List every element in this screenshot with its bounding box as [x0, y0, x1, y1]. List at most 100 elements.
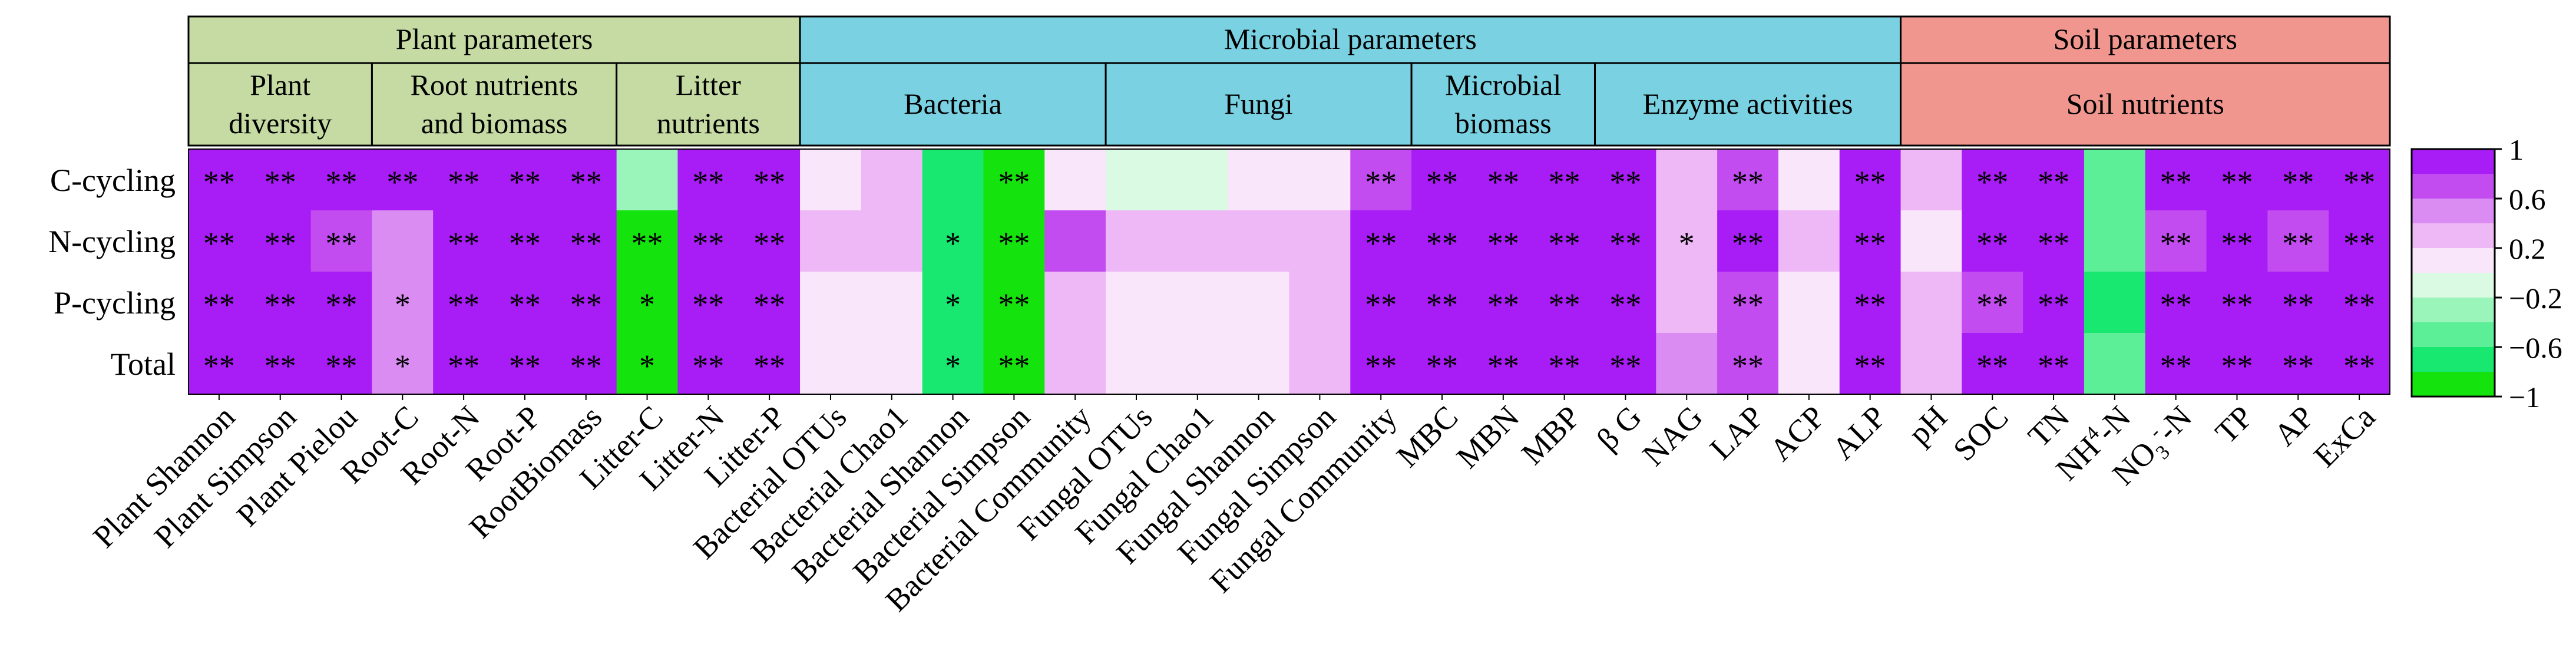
heatmap-cell — [2329, 272, 2390, 334]
heatmap-cell — [1289, 333, 1351, 395]
heatmap-cell — [1106, 210, 1168, 272]
significance-mark: ** — [998, 287, 1030, 322]
heatmap-cell — [310, 333, 373, 395]
heatmap-cell — [2023, 272, 2085, 334]
heatmap-cell — [1595, 272, 1656, 334]
significance-mark: ** — [1426, 164, 1458, 200]
heatmap-cell — [433, 210, 495, 272]
significance-mark: ** — [998, 226, 1030, 261]
x-tick-label: SOC — [1946, 399, 2015, 468]
row-label: N-cycling — [48, 224, 176, 259]
heatmap-cell — [1228, 333, 1290, 395]
heatmap-cell — [1595, 210, 1656, 272]
significance-mark: ** — [2221, 348, 2253, 384]
heatmap-cell — [2206, 333, 2268, 395]
x-tick-label: ALP — [1826, 399, 1893, 467]
heatmap-cell — [1411, 272, 1473, 334]
significance-mark: ** — [448, 226, 480, 261]
heatmap-cell — [677, 149, 739, 211]
significance-mark: ** — [1609, 226, 1641, 261]
x-tick-label: LAP — [1703, 399, 1771, 467]
heatmap-cell — [861, 149, 923, 211]
heatmap-cell — [2023, 210, 2085, 272]
heatmap-cell — [1228, 149, 1290, 211]
heatmap-cell — [1350, 333, 1412, 395]
heatmap-cell — [2267, 210, 2329, 272]
significance-mark: ** — [203, 287, 235, 322]
heatmap-cell — [2329, 149, 2390, 211]
subgroup-header-label: Microbial — [1445, 68, 1561, 101]
heatmap-cell — [616, 272, 679, 334]
subgroup-header-box — [1900, 62, 2391, 147]
significance-mark: ** — [570, 164, 602, 200]
heatmap-cell — [2145, 210, 2207, 272]
x-tick-label: TP — [2208, 399, 2260, 450]
significance-mark: ** — [264, 164, 296, 200]
subgroup-header-label: Enzyme activities — [1643, 87, 1853, 120]
heatmap-cell — [1350, 210, 1412, 272]
heatmap-cell — [1962, 272, 2023, 334]
significance-mark: ** — [1609, 348, 1641, 384]
significance-mark: * — [945, 348, 961, 384]
heatmap-cell — [189, 333, 250, 395]
significance-mark: ** — [1854, 348, 1886, 384]
heatmap-cell — [1228, 272, 1290, 334]
colorbar-bin — [2412, 199, 2495, 224]
significance-mark: * — [945, 226, 961, 261]
heatmap-cell — [1350, 272, 1412, 334]
significance-mark: ** — [1732, 287, 1764, 322]
significance-mark: ** — [264, 348, 296, 384]
significance-mark: ** — [1854, 287, 1886, 322]
heatmap-cell — [1717, 333, 1779, 395]
colorbar-frame — [2410, 148, 2496, 398]
significance-mark: ** — [1854, 226, 1886, 261]
significance-mark: ** — [570, 287, 602, 322]
colorbar-tick-label: −0.6 — [2509, 331, 2562, 364]
heatmap-cell — [1533, 333, 1596, 395]
subgroup-header-box — [1105, 62, 1413, 147]
heatmap-cell — [494, 149, 556, 211]
heatmap-cell — [1289, 210, 1351, 272]
heatmap-cell — [1839, 333, 1902, 395]
heatmap-cell — [310, 210, 373, 272]
heatmap-cell — [677, 272, 739, 334]
subgroup-header-box — [1594, 62, 1902, 147]
significance-mark: ** — [326, 287, 358, 322]
heatmap-cell — [1962, 210, 2023, 272]
subgroup-header-label: Root nutrients — [411, 68, 578, 101]
significance-mark: ** — [203, 226, 235, 261]
significance-mark: ** — [2160, 287, 2192, 322]
heatmap-cell — [1839, 149, 1902, 211]
significance-mark: ** — [570, 348, 602, 384]
heatmap-cell — [1289, 149, 1351, 211]
colorbar-tick-label: 1 — [2509, 133, 2524, 166]
significance-mark: ** — [2282, 348, 2314, 384]
heatmap-cell — [2329, 210, 2390, 272]
heatmap-cell — [1656, 210, 1718, 272]
colorbar-bin — [2412, 322, 2495, 348]
subgroup-header-label: Litter — [676, 68, 741, 101]
colorbar-bin — [2412, 248, 2495, 273]
heatmap-cell — [616, 333, 679, 395]
heatmap-cell — [494, 210, 556, 272]
colorbar-tick-label: 0.6 — [2509, 183, 2546, 216]
heatmap-cell — [2145, 333, 2207, 395]
heatmap-cell — [922, 272, 984, 334]
significance-mark: ** — [2221, 164, 2253, 200]
heatmap-cell — [1656, 149, 1718, 211]
heatmap-cell — [2206, 272, 2268, 334]
significance-mark: ** — [2160, 226, 2192, 261]
group-header-label: Soil parameters — [2053, 22, 2237, 55]
significance-mark: ** — [753, 226, 785, 261]
x-tick-label: MBC — [1390, 399, 1464, 474]
significance-mark: ** — [2221, 287, 2253, 322]
significance-mark: * — [945, 287, 961, 322]
heatmap-cell — [2145, 272, 2207, 334]
significance-mark: ** — [1365, 226, 1397, 261]
heatmap-cell — [372, 149, 434, 211]
heatmap-cell — [922, 149, 984, 211]
heatmap-cell — [739, 149, 801, 211]
heatmap-cell — [800, 210, 862, 272]
group-header-label: Plant parameters — [396, 22, 593, 55]
